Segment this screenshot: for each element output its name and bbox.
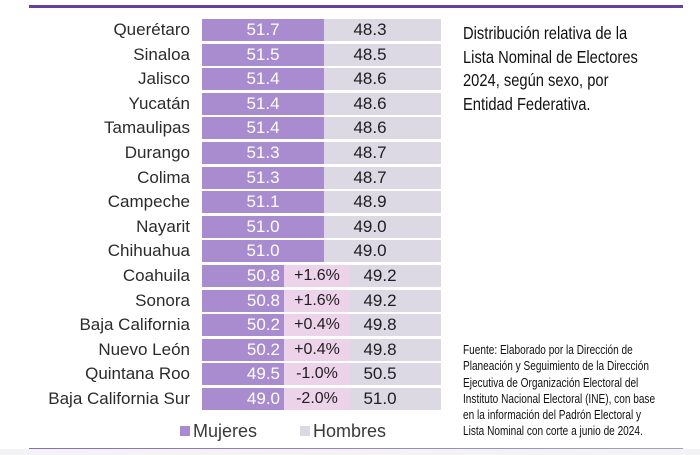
bar-difference bbox=[284, 363, 350, 386]
value-label-mujeres: 50.8 bbox=[246, 290, 280, 310]
bar-difference bbox=[284, 289, 350, 312]
value-label-hombres: 48.6 bbox=[353, 69, 387, 89]
bar-mujeres bbox=[202, 117, 324, 140]
value-label-hombres: 49.8 bbox=[363, 315, 397, 335]
legend-mujeres: Mujeres bbox=[180, 421, 257, 442]
difference-label: +0.4% bbox=[294, 340, 340, 358]
category-label: Sinaloa bbox=[133, 44, 190, 64]
category-label: Quintana Roo bbox=[85, 364, 190, 384]
source-line: Planeación y Seguimiento de la Dirección bbox=[463, 359, 649, 374]
category-label: Campeche bbox=[107, 192, 190, 212]
bar-mujeres bbox=[202, 314, 284, 337]
value-label-mujeres: 50.8 bbox=[246, 266, 280, 285]
bar-difference bbox=[284, 338, 350, 361]
bar-mujeres bbox=[202, 19, 324, 41]
chart-title: Distribución relativa de la Lista Nomina… bbox=[463, 22, 700, 116]
value-label-hombres: 51.0 bbox=[363, 389, 397, 408]
value-label-hombres: 49.8 bbox=[363, 339, 397, 359]
bar-mujeres bbox=[202, 338, 284, 361]
value-label-hombres: 48.6 bbox=[353, 118, 387, 138]
category-label: Tamaulipas bbox=[104, 118, 190, 138]
value-label-mujeres: 51.1 bbox=[246, 192, 280, 212]
bar-mujeres bbox=[202, 240, 324, 263]
bar-mujeres bbox=[202, 43, 324, 66]
value-label-mujeres: 51.4 bbox=[246, 118, 280, 138]
bar-mujeres bbox=[202, 166, 324, 189]
value-label-mujeres: 51.0 bbox=[246, 216, 280, 236]
category-label: Nuevo León bbox=[98, 339, 190, 359]
value-label-mujeres: 51.4 bbox=[246, 93, 280, 113]
category-label: Yucatán bbox=[128, 93, 190, 113]
category-label: Jalisco bbox=[138, 69, 190, 89]
value-label-mujeres: 51.4 bbox=[246, 69, 280, 89]
value-label-hombres: 49.0 bbox=[353, 216, 387, 236]
chart-title-line: 2024, según sexo, por bbox=[463, 70, 609, 90]
category-label: Querétaro bbox=[113, 20, 190, 39]
value-label-hombres: 50.5 bbox=[363, 364, 397, 384]
bottom-shade bbox=[0, 449, 700, 455]
value-label-mujeres: 51.0 bbox=[246, 241, 280, 261]
bar-difference bbox=[284, 388, 350, 410]
chart-title-line: Entidad Federativa. bbox=[463, 93, 591, 114]
value-label-mujeres: 49.5 bbox=[246, 364, 280, 384]
value-label-mujeres: 49.0 bbox=[246, 389, 280, 408]
bar-mujeres bbox=[202, 142, 324, 164]
bar-mujeres bbox=[202, 363, 284, 386]
bar-difference bbox=[284, 265, 350, 287]
category-label: Chihuahua bbox=[107, 241, 190, 261]
legend-swatch-mujeres bbox=[180, 426, 190, 436]
difference-label: +1.6% bbox=[294, 267, 340, 284]
difference-label: -1.0% bbox=[296, 365, 338, 383]
chart-title-line: Lista Nominal de Electores bbox=[463, 46, 638, 67]
category-label: Coahuila bbox=[122, 266, 190, 285]
bar-mujeres bbox=[202, 388, 284, 410]
bar-mujeres bbox=[202, 289, 284, 312]
category-label: Sonora bbox=[135, 290, 190, 310]
chart-title-line: Distribución relativa de la bbox=[463, 23, 628, 43]
value-label-hombres: 49.2 bbox=[363, 266, 397, 285]
category-label: Colima bbox=[137, 167, 190, 187]
bar-mujeres bbox=[202, 92, 324, 115]
legend-label-hombres: Hombres bbox=[313, 421, 387, 441]
value-label-mujeres: 50.2 bbox=[246, 339, 280, 359]
bar-chart: Querétaro 51.7 48.3 Sinaloa 51.5 48.5 Jalisco 5… bbox=[48, 19, 441, 410]
legend-hombres: Hombres bbox=[300, 421, 386, 442]
bar-difference bbox=[284, 314, 350, 337]
value-label-hombres: 48.6 bbox=[353, 93, 387, 113]
source-line: en la información del Padrón Electoral y bbox=[463, 408, 642, 423]
value-label-mujeres: 50.2 bbox=[246, 315, 280, 335]
value-label-mujeres: 51.7 bbox=[246, 20, 280, 39]
value-label-hombres: 48.9 bbox=[353, 192, 387, 212]
bar-mujeres bbox=[202, 191, 324, 214]
source-line: Ejecutiva de Organización Electoral del bbox=[463, 375, 639, 390]
category-label: Nayarit bbox=[136, 216, 190, 236]
difference-label: +1.6% bbox=[294, 291, 340, 309]
difference-label: -2.0% bbox=[296, 390, 338, 407]
category-label: Baja California Sur bbox=[48, 389, 190, 408]
source-line: Instituto Nacional Electoral (INE), con … bbox=[463, 391, 656, 406]
category-label: Baja California bbox=[79, 315, 190, 335]
value-label-hombres: 48.7 bbox=[353, 143, 387, 162]
value-label-mujeres: 51.3 bbox=[246, 167, 280, 187]
bar-mujeres bbox=[202, 265, 284, 287]
category-label: Durango bbox=[124, 143, 190, 162]
source-line: Lista Nominal con corte a junio de 2024. bbox=[463, 424, 643, 439]
value-label-hombres: 49.2 bbox=[363, 290, 397, 310]
legend-swatch-hombres bbox=[300, 426, 310, 436]
source-note: Fuente: Elaborado por la Dirección de Pl… bbox=[463, 342, 700, 440]
value-label-mujeres: 51.5 bbox=[246, 44, 280, 64]
bar-mujeres bbox=[202, 215, 324, 238]
value-label-hombres: 48.7 bbox=[353, 167, 387, 187]
legend-label-mujeres: Mujeres bbox=[193, 421, 258, 441]
top-rule bbox=[29, 5, 683, 8]
bar-mujeres bbox=[202, 68, 324, 91]
value-label-hombres: 48.3 bbox=[353, 20, 387, 39]
value-label-hombres: 48.5 bbox=[353, 44, 387, 64]
value-label-mujeres: 51.3 bbox=[246, 143, 280, 162]
source-line: Fuente: Elaborado por la Dirección de bbox=[463, 343, 633, 357]
bottom-rule bbox=[29, 448, 683, 449]
value-label-hombres: 49.0 bbox=[353, 241, 387, 261]
difference-label: +0.4% bbox=[294, 316, 340, 334]
